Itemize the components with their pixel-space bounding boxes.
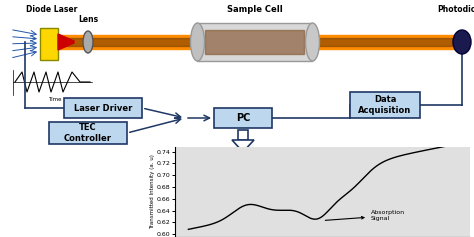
- Text: TEC
Controller: TEC Controller: [64, 123, 112, 143]
- Text: Laser Driver: Laser Driver: [74, 104, 132, 113]
- Text: Photodiode: Photodiode: [437, 5, 474, 14]
- Text: Lens: Lens: [78, 15, 98, 24]
- Ellipse shape: [306, 23, 319, 61]
- Ellipse shape: [83, 31, 93, 53]
- FancyBboxPatch shape: [214, 108, 272, 128]
- Bar: [55, 38, 458, 46]
- Text: Absorption
Signal: Absorption Signal: [325, 210, 405, 221]
- Text: PC: PC: [236, 113, 250, 123]
- Bar: [238, 130, 248, 140]
- Text: Sample Cell: Sample Cell: [227, 5, 283, 14]
- Y-axis label: Transmitted Intensity (a. u): Transmitted Intensity (a. u): [150, 155, 155, 229]
- Text: Diode Laser: Diode Laser: [27, 5, 78, 14]
- Polygon shape: [232, 140, 254, 152]
- Polygon shape: [58, 34, 74, 50]
- Bar: [40, 28, 58, 60]
- Text: Data
Acquisition: Data Acquisition: [358, 95, 411, 115]
- FancyBboxPatch shape: [350, 92, 420, 118]
- Bar: [198, 23, 312, 61]
- Text: Time: Time: [48, 97, 62, 102]
- FancyBboxPatch shape: [49, 122, 127, 144]
- Bar: [55, 35, 458, 49]
- FancyBboxPatch shape: [64, 98, 142, 118]
- Ellipse shape: [453, 30, 471, 54]
- Ellipse shape: [191, 23, 204, 61]
- Bar: [206, 30, 304, 54]
